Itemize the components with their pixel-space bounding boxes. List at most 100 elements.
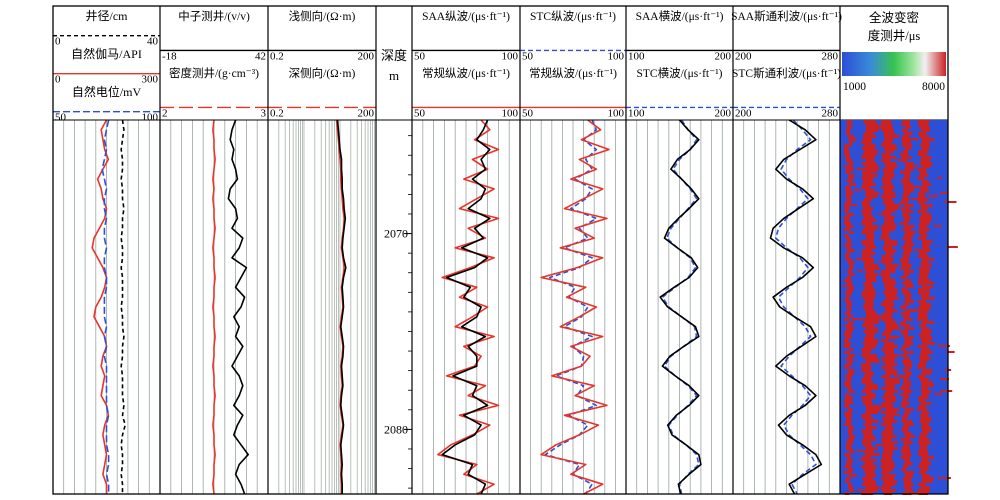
wave-band: [901, 156, 912, 159]
wave-band: [864, 267, 880, 270]
wave-band: [864, 345, 877, 348]
wave-speck: [914, 249, 925, 251]
wave-band: [905, 165, 914, 168]
wave-band: [848, 360, 854, 363]
wave-band: [918, 123, 929, 126]
wave-band: [921, 381, 933, 384]
wave-band: [904, 279, 911, 282]
wave-band: [903, 219, 910, 222]
wave-band: [918, 399, 925, 402]
wave-band: [902, 315, 910, 318]
depth-tick-label: 2070: [384, 227, 408, 241]
wave-band: [900, 330, 909, 333]
wave-band: [919, 360, 928, 363]
wave-band: [845, 252, 851, 255]
wave-band: [844, 312, 850, 315]
wave-band: [864, 336, 875, 339]
wave-band: [883, 183, 893, 186]
wave-band: [900, 276, 907, 279]
wave-band: [846, 447, 853, 450]
wave-band: [900, 258, 909, 261]
wave-band: [881, 231, 890, 234]
series-STC斯通利波: [774, 119, 817, 495]
wave-band: [904, 462, 913, 465]
wave-band: [904, 411, 910, 414]
wave-band: [864, 189, 875, 192]
wave-band: [900, 222, 908, 225]
wave-band: [900, 393, 910, 396]
wave-band: [883, 132, 895, 135]
wave-band: [881, 318, 894, 321]
wave-band: [865, 405, 882, 408]
wave-band: [861, 378, 871, 381]
wave-band: [864, 480, 876, 483]
curve-label: 浅侧向/(Ω·m): [289, 9, 356, 23]
wave-band: [883, 312, 893, 315]
wave-band: [885, 384, 895, 387]
wave-speck: [878, 261, 889, 263]
wave-band: [866, 237, 875, 240]
wave-band: [845, 159, 852, 162]
wave-band: [921, 330, 932, 333]
wave-band: [881, 402, 893, 405]
wave-speck: [946, 351, 955, 353]
wave-band: [885, 264, 899, 267]
wave-band: [861, 441, 871, 444]
wave-band: [866, 447, 878, 450]
wave-band: [900, 354, 908, 357]
wave-band: [901, 135, 910, 138]
wave-band: [919, 333, 931, 336]
wave-band: [881, 228, 896, 231]
wave-band: [861, 366, 872, 369]
wave-band: [863, 297, 875, 300]
wave-band: [918, 150, 929, 153]
series-SAA斯通利波: [769, 119, 823, 495]
curve-scale-max: 300: [142, 74, 159, 86]
series-SAA横波: [659, 119, 702, 495]
wave-band: [863, 228, 877, 231]
wave-band: [865, 471, 875, 474]
wave-speck: [928, 195, 939, 197]
wave-band: [844, 228, 850, 231]
wave-band: [847, 177, 854, 180]
curve-scale-max: 100: [502, 107, 519, 119]
depth-unit: m: [389, 68, 399, 83]
wave-band: [861, 465, 877, 468]
wave-band: [883, 420, 897, 423]
wave-band: [882, 468, 894, 471]
wave-band: [884, 222, 895, 225]
curve-label: 自然伽马/API: [71, 46, 142, 61]
wave-band: [862, 351, 870, 354]
wave-band: [864, 150, 879, 153]
wave-band: [901, 420, 912, 423]
wave-band: [864, 357, 879, 360]
panel-frame: [52, 5, 949, 495]
wave-band: [900, 312, 911, 315]
wave-band: [844, 414, 853, 417]
wave-band: [846, 180, 852, 183]
wave-speck: [921, 339, 933, 341]
wave-band: [845, 189, 852, 192]
curve-scale-min: 0.2: [270, 50, 284, 62]
wave-band: [901, 195, 909, 198]
wave-band: [883, 168, 895, 171]
wave-band: [903, 378, 909, 381]
wave-band: [863, 468, 876, 471]
wave-band: [849, 435, 855, 438]
wave-band: [844, 216, 851, 219]
wave-band: [917, 363, 926, 366]
wave-band: [903, 444, 909, 447]
curve-scale-max: 200: [715, 50, 732, 62]
wave-band: [844, 330, 853, 333]
wave-band: [844, 150, 850, 153]
wave-band: [864, 339, 879, 342]
wave-band: [865, 384, 878, 387]
wave-band: [918, 315, 928, 318]
wave-band: [920, 336, 932, 339]
wave-band: [885, 267, 896, 270]
wave-band: [848, 162, 855, 165]
wave-band: [881, 471, 890, 474]
wave-band: [863, 321, 879, 324]
wave-band: [847, 459, 854, 462]
wave-band: [846, 294, 851, 297]
